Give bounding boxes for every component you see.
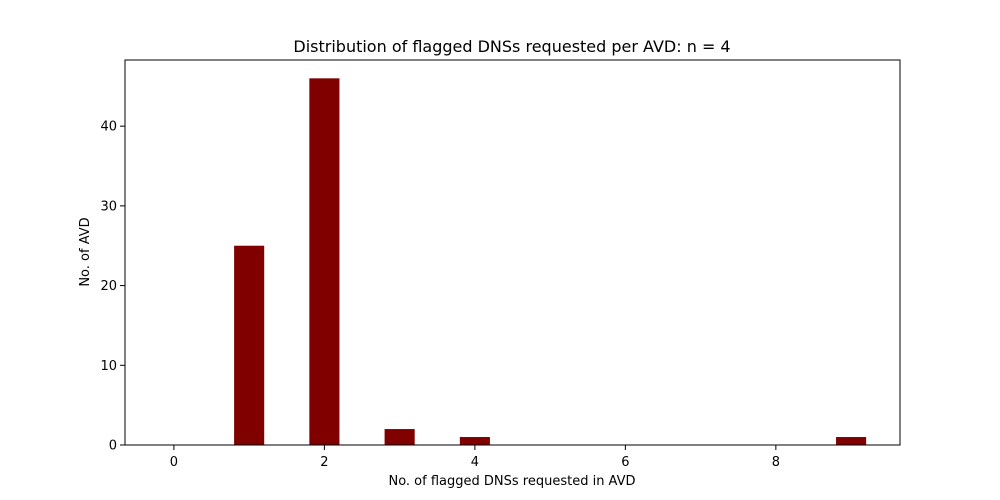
y-tick-label: 20 [100,279,117,294]
plot-frame [124,59,901,446]
x-axis-label: No. of flagged DNSs requested in AVD [388,474,635,489]
chart-title: Distribution of flagged DNSs requested p… [293,37,730,56]
bar-x-9 [836,437,867,445]
y-tick-label: 40 [100,120,117,135]
x-tick-label: 2 [320,455,328,470]
bars-group [234,78,867,445]
x-tick-label: 4 [471,455,479,470]
y-tick-label: 10 [100,359,117,374]
y-tick-label: 0 [109,439,117,454]
y-axis-label: No. of AVD [78,217,93,286]
bar-x-2 [309,78,340,445]
x-tick-label: 0 [170,455,178,470]
y-tick-label: 30 [100,199,117,214]
bar-x-1 [234,245,265,445]
x-tick-label: 8 [772,455,780,470]
y-axis-ticks: 0 10 20 30 40 [100,120,125,454]
x-axis-ticks: 0 2 4 6 8 [170,445,780,470]
x-tick-label: 6 [621,455,629,470]
bar-x-4 [459,437,490,445]
bar-x-3 [384,429,415,445]
